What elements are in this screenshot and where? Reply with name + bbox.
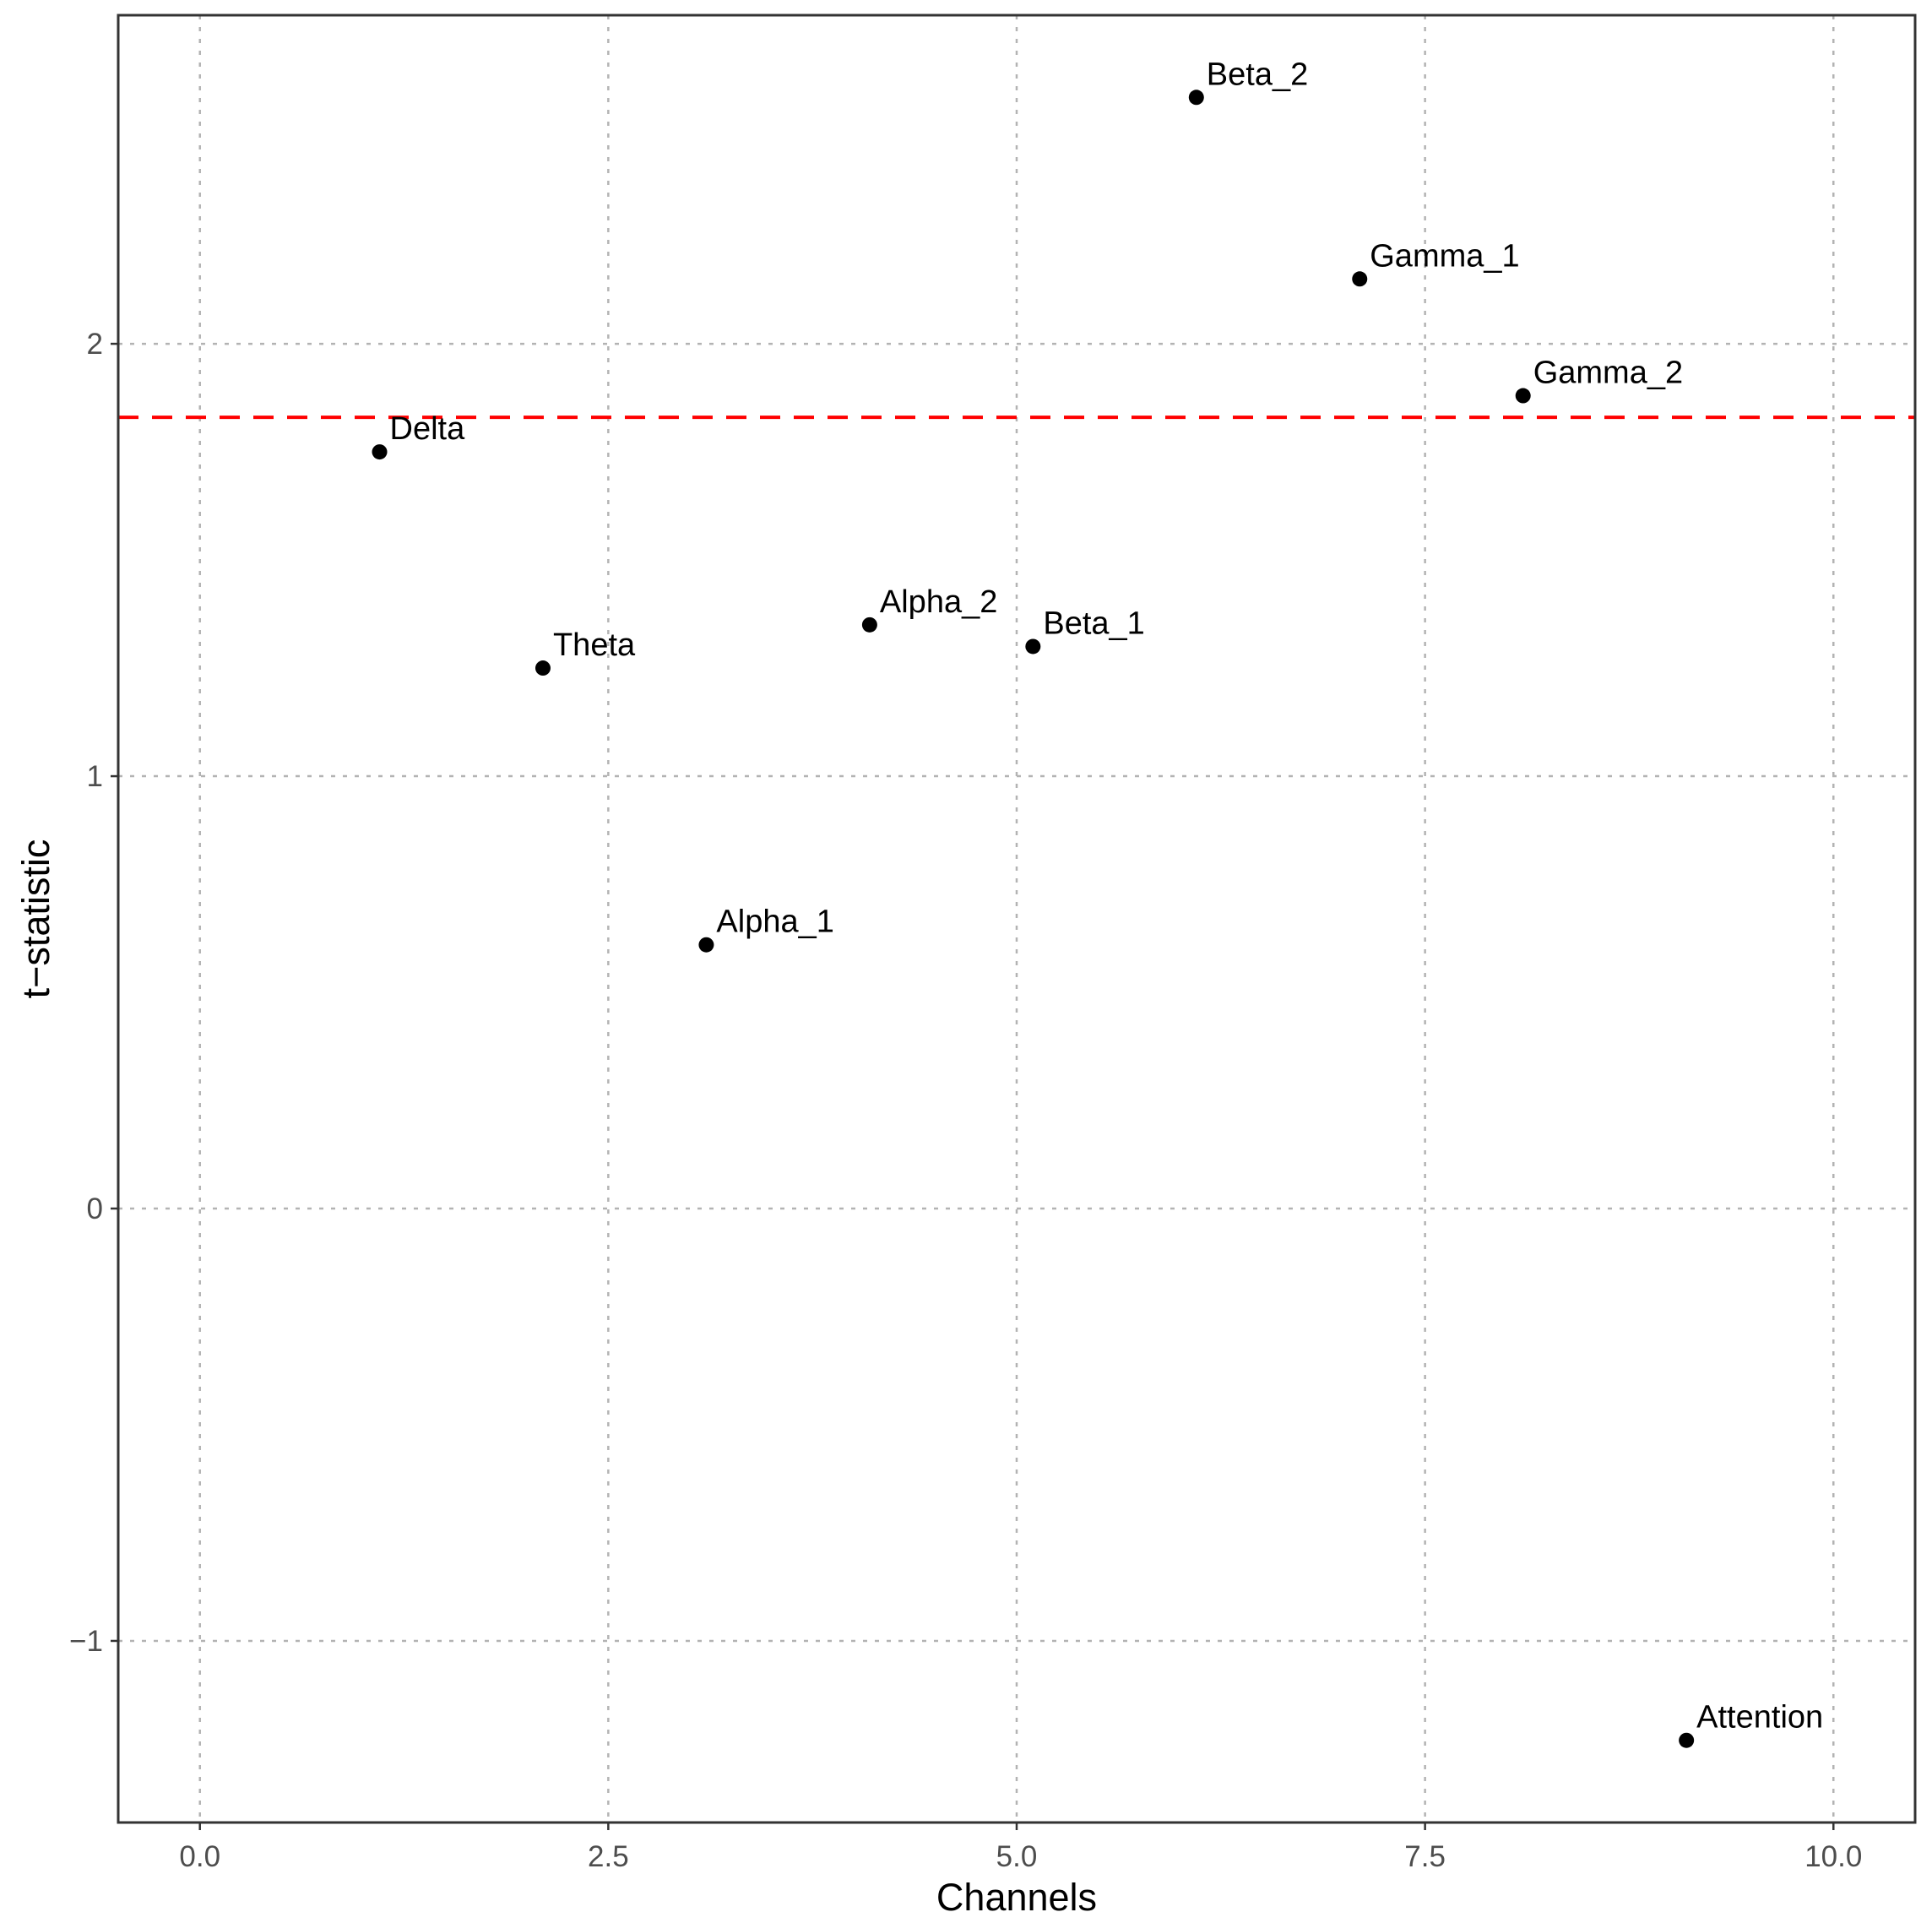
data-point [1025,638,1041,655]
x-tick-label: 10.0 [1804,1840,1862,1873]
x-tick-label: 7.5 [1404,1840,1446,1873]
data-point [861,617,877,633]
y-tick-label: 1 [87,760,103,793]
data-point-label: Attention [1696,1700,1823,1736]
data-point-label: Alpha_2 [880,584,997,620]
data-point [1188,90,1204,106]
data-point-label: Gamma_2 [1533,356,1683,391]
y-tick-label: −1 [69,1625,103,1658]
data-point-label: Gamma_1 [1370,238,1519,274]
data-point-label: Alpha_1 [716,904,833,940]
data-point [535,660,551,676]
y-tick-label: 2 [87,328,103,361]
data-point-label: Beta_1 [1043,606,1144,641]
plot-panel-border [117,14,1917,1824]
axis-tick-labels: 0.0 2.5 5.0 7.5 10.0 −1 0 1 2 [69,328,1862,1873]
y-axis-title: t−statistic [14,839,57,999]
data-point-labels: Delta Theta Alpha_1 Alpha_2 Beta_1 Beta_2 Gamm… [390,57,1824,1735]
axis-ticks [111,342,1835,1830]
data-point [698,937,714,953]
data-point-label: Beta_2 [1207,57,1308,92]
x-tick-label: 5.0 [996,1840,1038,1873]
data-point [372,444,388,460]
data-points [372,90,1695,1748]
grid-lines [118,15,1915,1823]
data-point [1352,271,1368,287]
x-tick-label: 0.0 [179,1840,220,1873]
y-tick-label: 0 [87,1192,103,1225]
data-point [1515,388,1531,404]
data-point-label: Delta [390,411,466,447]
x-axis-title: Channels [936,1876,1097,1919]
x-tick-label: 2.5 [588,1840,629,1873]
data-point-label: Theta [553,627,636,663]
data-point [1679,1732,1695,1748]
